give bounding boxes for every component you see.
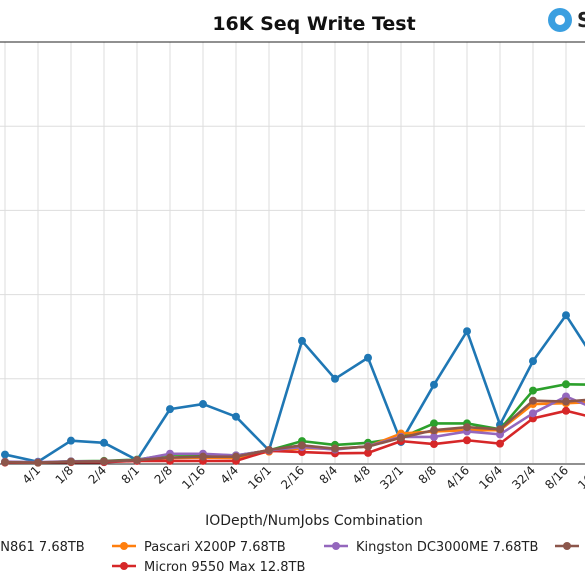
data-point: [529, 396, 537, 405]
data-point: [67, 436, 75, 445]
data-point: [133, 456, 141, 465]
data-point: [1, 450, 9, 459]
legend-swatch-marker: [563, 542, 571, 550]
data-point: [232, 452, 240, 461]
x-tick-label: 32/1: [377, 463, 406, 492]
x-tick-label: 4/4: [218, 463, 242, 487]
x-tick-label: 8/4: [317, 463, 341, 487]
data-point: [562, 380, 570, 389]
legend-label: Micron 9550 Max 12.8TB: [144, 560, 305, 575]
data-point: [430, 426, 438, 435]
x-tick-label: 16/8: [575, 463, 585, 492]
data-point: [463, 423, 471, 432]
data-point: [331, 444, 339, 453]
data-point: [298, 441, 306, 450]
data-point: [463, 436, 471, 445]
data-point: [232, 412, 240, 421]
brand-logo: S: [548, 8, 585, 32]
x-tick-label: 4/8: [350, 463, 374, 487]
data-point: [430, 432, 438, 441]
data-point: [100, 438, 108, 447]
chart-title: 16K Seq Write Test: [212, 13, 415, 35]
data-point: [463, 327, 471, 336]
data-point: [364, 442, 372, 451]
data-point: [166, 453, 174, 462]
legend-swatch-marker: [120, 542, 128, 550]
series-5: [1, 396, 585, 467]
data-point: [298, 336, 306, 345]
data-point: [430, 440, 438, 449]
data-point: [562, 406, 570, 415]
legend-item: SN861 7.68TB: [0, 540, 85, 555]
data-point: [496, 439, 504, 448]
x-tick-label: 8/1: [119, 463, 143, 487]
data-point: [430, 419, 438, 428]
series-layer: [1, 311, 585, 467]
data-point: [34, 458, 42, 467]
data-point: [397, 433, 405, 442]
legend-label: Pascari X200P 7.68TB: [144, 540, 286, 555]
grid: [0, 42, 585, 463]
x-tick-label: 8/8: [416, 463, 440, 487]
legend-item: Kingston DC3000ME 7.68TB: [324, 540, 538, 555]
legend-item: Micron 9550 Max 12.8TB: [112, 560, 305, 575]
data-point: [529, 386, 537, 395]
legend-label: SN861 7.68TB: [0, 540, 85, 555]
data-point: [199, 452, 207, 461]
x-tick-label: 16/4: [476, 463, 505, 492]
data-point: [331, 374, 339, 383]
x-tick-label: 2/16: [278, 463, 307, 492]
data-point: [100, 457, 108, 466]
data-point: [364, 353, 372, 362]
logo-mark-inner-icon: [555, 15, 565, 25]
legend-item: [555, 542, 579, 550]
x-tick-label: 4/1: [20, 463, 44, 487]
x-tick-label: 4/16: [443, 463, 472, 492]
x-tick-label: 32/4: [509, 463, 538, 492]
data-point: [562, 311, 570, 320]
data-point: [1, 458, 9, 467]
legend-swatch-marker: [120, 562, 128, 570]
data-point: [364, 448, 372, 457]
data-point: [529, 409, 537, 418]
x-tick-label: 1/8: [53, 463, 77, 487]
data-point: [166, 405, 174, 414]
data-point: [496, 425, 504, 434]
data-point: [562, 397, 570, 406]
data-point: [199, 400, 207, 409]
x-tick-label: 1/16: [179, 463, 208, 492]
data-point: [529, 357, 537, 366]
x-tick-label: 2/8: [152, 463, 176, 487]
legend-item: Pascari X200P 7.68TB: [112, 540, 286, 555]
logo-letter: S: [577, 8, 585, 32]
data-point: [67, 457, 75, 466]
legend: SN861 7.68TB Pascari X200P 7.68TB Kingston…: [0, 540, 579, 575]
x-tick-labels: 4/1 1/8 2/4 8/1 2/8 1/16 4/4 16/1 2/16 8/4 4/8 32/1…: [20, 463, 585, 492]
x-tick-label: 8/16: [542, 463, 571, 492]
data-point: [265, 445, 273, 454]
legend-swatch-marker: [332, 542, 340, 550]
x-tick-label: 2/4: [86, 463, 110, 487]
legend-label: Kingston DC3000ME 7.68TB: [356, 540, 538, 555]
x-tick-label: 16/1: [245, 463, 274, 492]
x-axis-label: IODepth/NumJobs Combination: [205, 513, 423, 529]
series-line: [4, 313, 585, 464]
plot-area: [0, 41, 585, 465]
data-point: [430, 380, 438, 389]
